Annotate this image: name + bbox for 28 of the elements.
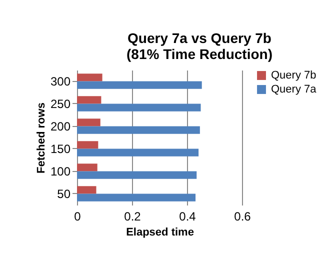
- y-tick-label: 300: [50, 74, 71, 88]
- bar: [77, 186, 96, 194]
- bar: [77, 126, 200, 134]
- y-tick-label: 200: [50, 119, 71, 134]
- x-tick-label: 0.4: [179, 210, 196, 224]
- y-tick-label: 100: [50, 164, 71, 178]
- bar: [77, 194, 196, 202]
- legend-label: Query 7b: [271, 70, 316, 82]
- bar: [77, 171, 197, 179]
- bar: [77, 141, 98, 149]
- y-tick-label: 250: [50, 96, 71, 111]
- bar: [77, 104, 201, 112]
- legend-label: Query 7a: [271, 84, 318, 96]
- x-tick-label: 0.2: [124, 210, 142, 224]
- y-tick-label: 50: [57, 186, 71, 201]
- x-tick-label: 0.6: [234, 210, 252, 224]
- y-tick-label: 150: [50, 142, 71, 156]
- bar: [77, 148, 199, 156]
- x-axis-title: Elapsed time: [126, 226, 194, 238]
- bar: [77, 74, 102, 82]
- y-axis-title: Fetched rows: [35, 102, 48, 174]
- bar: [77, 164, 98, 172]
- chart-title: Query 7a vs Query 7b: [128, 30, 272, 46]
- bar: [77, 81, 202, 89]
- chart-subtitle: (81% Time Reduction): [126, 46, 272, 62]
- x-tick-label: 0: [74, 210, 82, 224]
- bar: [77, 96, 102, 104]
- bar: [77, 118, 100, 126]
